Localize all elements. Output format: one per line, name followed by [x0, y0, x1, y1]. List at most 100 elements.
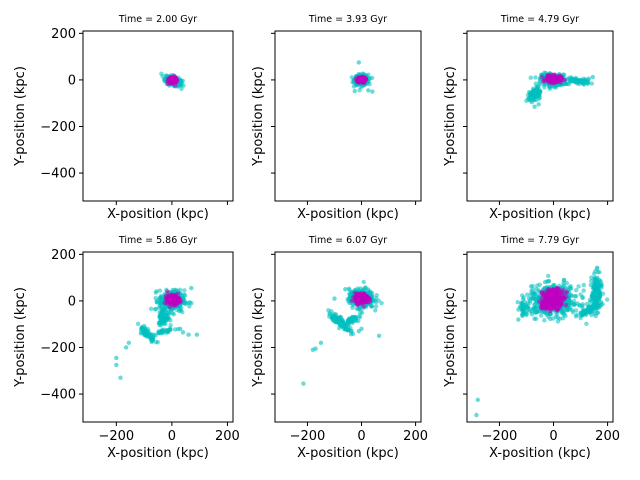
y-axis-label: Y-position (kpc) — [251, 287, 266, 388]
data-point — [530, 287, 535, 292]
data-point — [559, 74, 564, 80]
data-point — [360, 296, 365, 301]
subplot-1: Time = 2.00 Gyr −400 −200 0 200 X-position (k… — [13, 14, 234, 222]
data-point — [573, 308, 579, 313]
data-point — [194, 332, 200, 337]
data-point — [527, 300, 533, 305]
data-point — [168, 318, 173, 323]
plot-frame — [466, 251, 614, 423]
data-point — [555, 289, 561, 295]
data-point — [534, 294, 540, 299]
data-point — [347, 291, 352, 297]
data-point — [591, 271, 597, 277]
data-point — [350, 305, 355, 310]
subplot-2: Time = 3.93 Gyr X-position (kpc) Y-positio… — [251, 14, 422, 222]
data-point — [126, 340, 132, 346]
data-point — [164, 297, 170, 302]
data-point — [581, 282, 586, 288]
data-point — [348, 332, 354, 337]
data-point — [157, 318, 163, 324]
data-point — [332, 296, 337, 301]
data-point — [525, 308, 530, 313]
data-point — [165, 329, 170, 335]
y-axis-label: Y-position (kpc) — [251, 66, 266, 167]
data-point — [139, 325, 144, 330]
data-point — [521, 307, 526, 313]
subplot-5: Time = 6.07 Gyr −200 0 200 X-position (kpc) Y… — [251, 235, 428, 461]
data-point — [356, 60, 362, 65]
data-point — [189, 301, 194, 306]
data-point — [334, 319, 340, 325]
scatter-points — [474, 265, 610, 418]
subplot-title: Time = 2.00 Gyr — [118, 14, 197, 25]
plot-frame — [274, 30, 422, 202]
data-point — [536, 96, 542, 101]
y-tick-label: 200 — [51, 27, 76, 42]
scatter-points — [114, 285, 200, 380]
data-point — [123, 345, 129, 350]
subplot-4: Time = 5.86 Gyr −400 −200 0 200 −200 0 200 X-pos… — [13, 235, 240, 461]
data-point — [551, 282, 556, 288]
data-point — [157, 295, 162, 301]
data-point — [349, 298, 355, 304]
data-point — [373, 304, 379, 309]
x-tick-label: 0 — [168, 429, 176, 444]
data-point — [537, 282, 543, 287]
data-point — [543, 82, 548, 87]
data-point — [326, 308, 331, 313]
data-point — [568, 79, 573, 84]
y-tick-label: 0 — [68, 73, 76, 88]
data-point — [515, 299, 520, 305]
data-point — [158, 329, 163, 334]
y-axis-label: Y-position (kpc) — [443, 66, 458, 167]
data-point — [352, 88, 357, 94]
data-point — [182, 288, 187, 293]
data-point — [572, 294, 578, 299]
data-point — [157, 288, 163, 293]
data-point — [537, 78, 543, 83]
data-point — [541, 79, 546, 84]
data-point — [474, 412, 479, 418]
data-point — [548, 298, 554, 303]
data-point — [576, 284, 581, 289]
data-point — [574, 312, 580, 318]
data-point — [357, 79, 362, 85]
plot-frame — [82, 30, 234, 202]
data-point — [560, 287, 566, 293]
data-point — [357, 314, 363, 320]
subplot-title: Time = 5.86 Gyr — [118, 235, 197, 246]
data-point — [376, 333, 382, 339]
x-tick-label: 0 — [357, 429, 365, 444]
data-point — [595, 282, 601, 287]
data-point — [154, 299, 159, 305]
data-point — [361, 76, 366, 82]
data-point — [586, 305, 592, 310]
data-point — [599, 285, 604, 290]
data-point — [167, 304, 173, 309]
data-point — [567, 307, 573, 312]
data-point — [544, 294, 549, 299]
data-point — [135, 321, 141, 327]
data-point — [143, 329, 148, 334]
data-point — [592, 275, 597, 281]
data-point — [593, 301, 599, 306]
data-point — [528, 284, 534, 289]
data-point — [158, 323, 164, 328]
data-point — [144, 333, 150, 338]
data-point — [556, 296, 562, 302]
data-point — [534, 84, 539, 89]
data-point — [534, 91, 539, 96]
y-tick-label: 0 — [68, 294, 76, 309]
data-point — [595, 310, 601, 315]
data-point — [336, 326, 342, 331]
data-point — [539, 74, 545, 80]
data-point — [564, 280, 570, 286]
data-point — [118, 375, 123, 380]
data-point — [151, 332, 157, 337]
data-point — [529, 99, 535, 105]
y-tick-label: −200 — [40, 341, 76, 356]
data-point — [165, 313, 170, 319]
data-point — [553, 297, 558, 302]
data-point — [359, 310, 365, 316]
